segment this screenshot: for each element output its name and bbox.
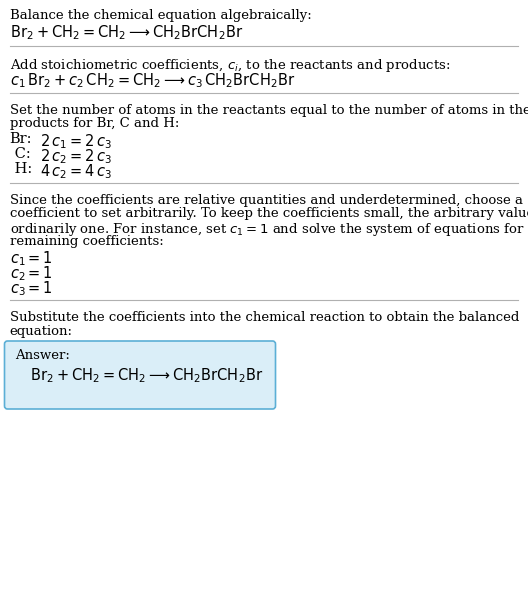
Text: Balance the chemical equation algebraically:: Balance the chemical equation algebraica… (10, 9, 311, 22)
Text: Substitute the coefficients into the chemical reaction to obtain the balanced: Substitute the coefficients into the che… (10, 311, 519, 324)
Text: Answer:: Answer: (15, 349, 70, 362)
Text: Set the number of atoms in the reactants equal to the number of atoms in the: Set the number of atoms in the reactants… (10, 104, 528, 117)
Text: C:: C: (10, 147, 30, 161)
Text: Since the coefficients are relative quantities and underdetermined, choose a: Since the coefficients are relative quan… (10, 194, 523, 207)
Text: $2\,c_1 = 2\,c_3$: $2\,c_1 = 2\,c_3$ (40, 132, 111, 151)
Text: $\mathrm{Br_2 + CH_2{=}CH_2 \longrightarrow CH_2BrCH_2Br}$: $\mathrm{Br_2 + CH_2{=}CH_2 \longrightar… (10, 23, 243, 42)
Text: $2\,c_2 = 2\,c_3$: $2\,c_2 = 2\,c_3$ (40, 147, 111, 166)
Text: $\mathrm{Br_2 + CH_2{=}CH_2 \longrightarrow CH_2BrCH_2Br}$: $\mathrm{Br_2 + CH_2{=}CH_2 \longrightar… (30, 366, 263, 385)
Text: Add stoichiometric coefficients, $c_i$, to the reactants and products:: Add stoichiometric coefficients, $c_i$, … (10, 56, 450, 73)
FancyBboxPatch shape (5, 341, 276, 409)
Text: $c_1 = 1$: $c_1 = 1$ (10, 249, 52, 267)
Text: equation:: equation: (10, 324, 72, 337)
Text: coefficient to set arbitrarily. To keep the coefficients small, the arbitrary va: coefficient to set arbitrarily. To keep … (10, 207, 528, 220)
Text: $4\,c_2 = 4\,c_3$: $4\,c_2 = 4\,c_3$ (40, 162, 111, 181)
Text: products for Br, C and H:: products for Br, C and H: (10, 118, 179, 130)
Text: H:: H: (10, 162, 32, 176)
Text: $c_3 = 1$: $c_3 = 1$ (10, 279, 52, 297)
Text: Br:: Br: (10, 132, 32, 146)
Text: $c_1\,\mathrm{Br_2} + c_2\,\mathrm{CH_2{=}CH_2} \longrightarrow c_3\,\mathrm{CH_: $c_1\,\mathrm{Br_2} + c_2\,\mathrm{CH_2{… (10, 71, 295, 90)
Text: remaining coefficients:: remaining coefficients: (10, 234, 163, 247)
Text: $c_2 = 1$: $c_2 = 1$ (10, 264, 52, 283)
Text: ordinarily one. For instance, set $c_1 = 1$ and solve the system of equations fo: ordinarily one. For instance, set $c_1 =… (10, 221, 528, 238)
